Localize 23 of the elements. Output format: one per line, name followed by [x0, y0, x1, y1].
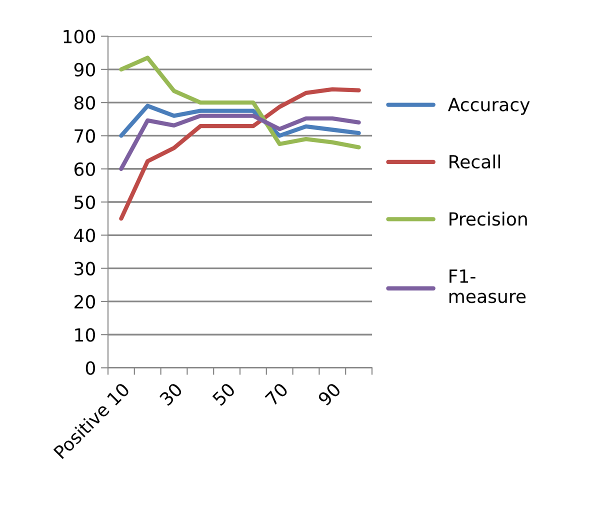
y-tick-label: 40: [74, 228, 95, 242]
x-tick-label: 30: [158, 382, 184, 406]
y-tick-label: 60: [74, 162, 95, 176]
y-tick-label: 30: [74, 262, 95, 276]
x-tick-label: 50: [212, 382, 236, 406]
y-tick-label: 20: [74, 294, 95, 309]
line-series: [119, 114, 361, 171]
x-tick-label: 70: [264, 382, 289, 406]
line-series: [119, 104, 361, 138]
y-tick-label: 70: [74, 129, 95, 143]
line-series: [119, 56, 361, 150]
y-tick-label: 90: [74, 62, 95, 77]
legend-label: Accuracy: [448, 98, 530, 115]
legend-label: F1- measure: [449, 270, 526, 304]
legend-label: Precision: [450, 212, 527, 226]
y-tick-label: 0: [86, 361, 95, 375]
y-tick-label: 100: [64, 30, 95, 44]
line-series: [119, 87, 361, 221]
legend-label: Recall: [450, 154, 500, 169]
x-tick-label: 90: [317, 382, 342, 406]
y-tick-label: 50: [74, 195, 95, 210]
y-tick-label: 10: [75, 328, 95, 342]
y-tick-label: 80: [74, 96, 95, 110]
